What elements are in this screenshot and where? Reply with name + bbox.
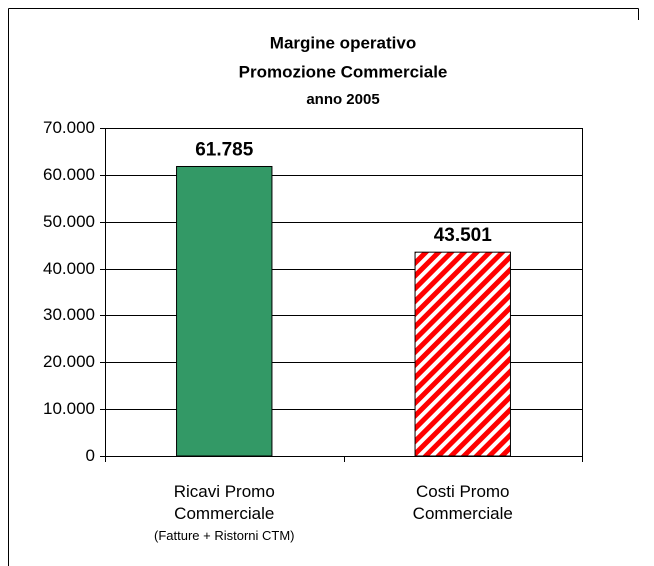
chart-title: Margine operativo [270,33,416,52]
y-tick-label: 70.000 [43,118,95,137]
y-tick-label: 60.000 [43,165,95,184]
y-tick-label: 0 [86,446,95,465]
y-tick-label: 40.000 [43,259,95,278]
value-label: 61.785 [195,140,254,161]
x-tick-label: Ricavi Promo Commerciale [173,482,275,523]
bar [176,165,273,457]
y-tick-label: 30.000 [43,305,95,324]
x-tick-note: (Fatture + Ristorni CTM) [154,528,295,543]
y-tick-label: 50.000 [43,212,95,231]
chart-subtitle: Promozione Commerciale [239,62,448,81]
y-tick-label: 10.000 [43,399,95,418]
bar [414,251,511,457]
x-tick-label: Costi Promo Commerciale [412,482,513,523]
chart-period: anno 2005 [306,91,379,108]
value-label: 43.501 [434,225,493,246]
y-tick-label: 20.000 [43,352,95,371]
